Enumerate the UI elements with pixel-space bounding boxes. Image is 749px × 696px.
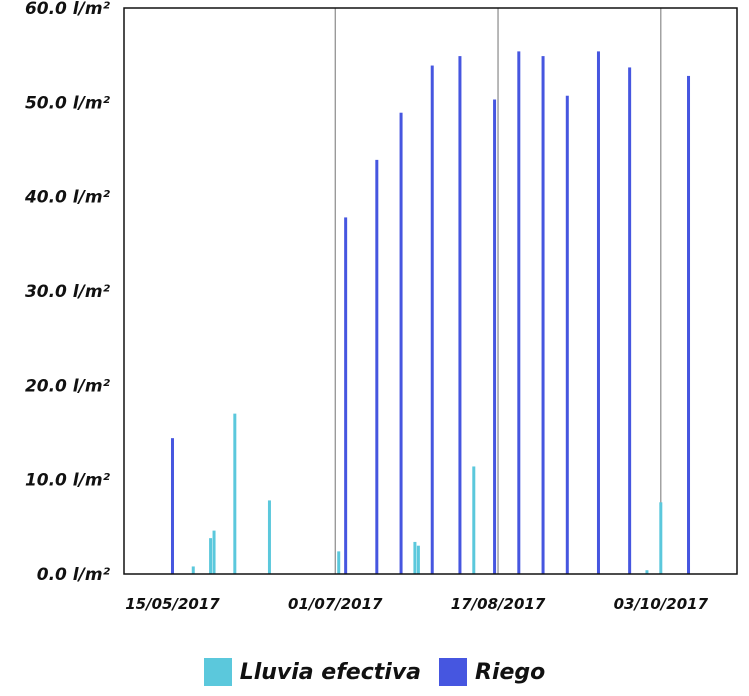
bar-lluvia-efectiva[interactable] — [416, 545, 420, 574]
bar-riego[interactable] — [565, 95, 569, 574]
y-tick-label: 20.0 l/m² — [25, 376, 111, 396]
legend-swatch-riego — [439, 658, 468, 686]
bar-riego[interactable] — [375, 159, 379, 575]
chart: 0.0 l/m² 10.0 l/m² 20.0 l/m² 30.0 l/m² 40.0 … — [24, 0, 738, 613]
bar-lluvia-efectiva[interactable] — [659, 502, 663, 574]
legend-item-riego[interactable]: Riego — [439, 658, 545, 686]
bar-lluvia-efectiva[interactable] — [413, 541, 417, 574]
bar-lluvia-efectiva[interactable] — [212, 530, 216, 574]
bar-riego[interactable] — [517, 51, 521, 575]
legend: Lluvia efectiva Riego — [0, 652, 749, 692]
bar-lluvia-efectiva[interactable] — [209, 538, 213, 574]
legend-swatch-lluvia — [203, 658, 232, 686]
bar-lluvia-efectiva[interactable] — [645, 570, 649, 574]
x-tick-label: 17/08/2017 — [451, 595, 546, 613]
bar-riego[interactable] — [628, 67, 632, 575]
bar-riego[interactable] — [541, 56, 545, 575]
y-axis-ticks: 0.0 l/m² 10.0 l/m² 20.0 l/m² 30.0 l/m² 40.0 … — [24, 0, 111, 585]
y-tick-label: 10.0 l/m² — [25, 471, 111, 491]
y-tick-label: 60.0 l/m² — [25, 0, 111, 19]
plot-frame — [123, 7, 738, 575]
legend-item-lluvia[interactable]: Lluvia efectiva — [203, 658, 422, 686]
bar-riego[interactable] — [344, 217, 348, 575]
bar-lluvia-efectiva[interactable] — [191, 566, 195, 574]
series-riego — [170, 51, 691, 575]
bar-lluvia-efectiva[interactable] — [337, 551, 341, 574]
y-tick-label: 50.0 l/m² — [25, 93, 111, 113]
bar-lluvia-efectiva[interactable] — [267, 500, 271, 574]
x-tick-label: 03/10/2017 — [614, 595, 709, 613]
legend-label-lluvia: Lluvia efectiva — [239, 659, 422, 685]
x-tick-label: 01/07/2017 — [288, 595, 383, 613]
legend-label-riego: Riego — [475, 659, 546, 685]
vertical-gridlines — [334, 8, 662, 574]
y-tick-label: 30.0 l/m² — [25, 282, 111, 302]
bar-riego[interactable] — [596, 51, 600, 575]
bar-riego[interactable] — [170, 438, 174, 574]
bar-riego[interactable] — [687, 75, 691, 575]
bar-riego[interactable] — [458, 56, 462, 575]
y-tick-label: 40.0 l/m² — [24, 188, 111, 208]
series-lluvia-efectiva — [191, 413, 663, 574]
y-tick-label: 0.0 l/m² — [37, 565, 111, 585]
bar-riego[interactable] — [399, 112, 403, 575]
bar-riego[interactable] — [430, 65, 434, 574]
bar-lluvia-efectiva[interactable] — [233, 413, 237, 574]
x-tick-label: 15/05/2017 — [125, 595, 220, 613]
bar-lluvia-efectiva[interactable] — [472, 466, 476, 574]
x-axis-ticks: 15/05/2017 01/07/2017 17/08/2017 03/10/2017 — [125, 595, 708, 613]
bar-riego[interactable] — [493, 99, 497, 575]
